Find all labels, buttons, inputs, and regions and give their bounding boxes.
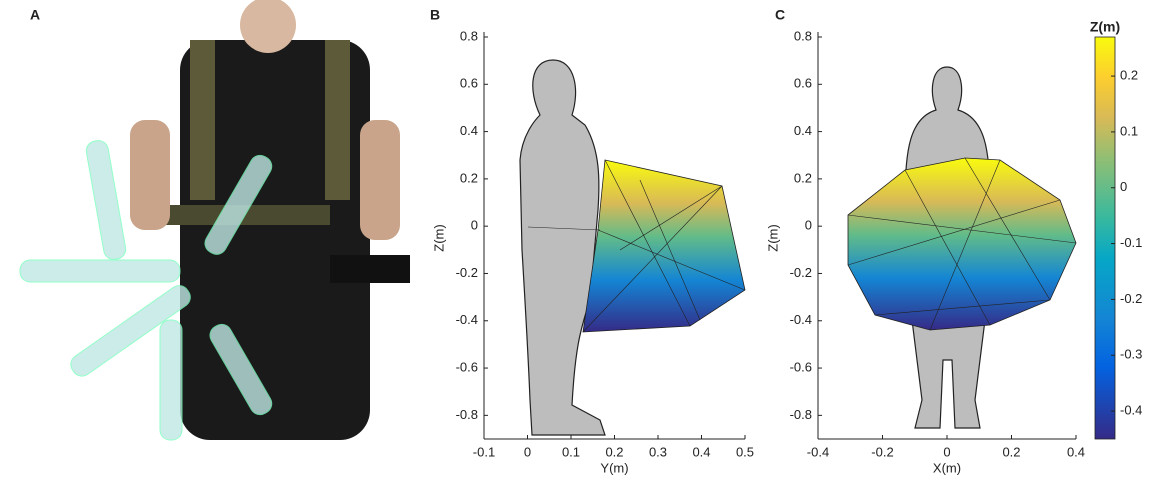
y-tick-label: -0.4 <box>790 312 812 327</box>
colorbar-tick-label: 0.2 <box>1120 68 1138 83</box>
workspace-mesh <box>847 157 1077 331</box>
x-tick-label: 0.4 <box>692 444 710 459</box>
x-axis-label: Y(m) <box>600 460 628 475</box>
colorbar-title: Z(m) <box>1090 19 1120 35</box>
colorbar-tick-label: -0.3 <box>1120 347 1142 362</box>
y-tick-label: 0.6 <box>460 76 478 91</box>
x-tick-label: -0.4 <box>807 444 829 459</box>
y-tick-label: -0.4 <box>456 312 478 327</box>
x-tick-label: 0.4 <box>1067 444 1085 459</box>
workspace-mesh <box>527 159 746 333</box>
colorbar-tick-label: 0 <box>1120 179 1127 194</box>
y-tick-label: -0.8 <box>456 407 478 422</box>
y-tick-label: -0.8 <box>790 407 812 422</box>
panel-label: B <box>430 7 440 23</box>
x-tick-label: 0.5 <box>736 444 754 459</box>
colorbar-tick-label: -0.1 <box>1120 235 1142 250</box>
x-tick-label: -0.2 <box>871 444 893 459</box>
y-tick-label: 0.4 <box>460 123 478 138</box>
colorbar-tick-label: -0.4 <box>1120 403 1142 418</box>
y-tick-label: -0.2 <box>456 265 478 280</box>
y-axis-label: Z(m) <box>431 224 446 251</box>
colorbar-tick-label: 0.1 <box>1120 123 1138 138</box>
x-tick-label: 0 <box>524 444 531 459</box>
y-tick-label: 0.2 <box>794 170 812 185</box>
y-tick-label: -0.6 <box>790 359 812 374</box>
x-tick-label: -0.1 <box>473 444 495 459</box>
x-tick-label: 0.2 <box>605 444 623 459</box>
y-tick-label: 0.8 <box>460 28 478 43</box>
y-tick-label: 0.4 <box>794 123 812 138</box>
photo <box>19 0 410 441</box>
colorbar-tick-label: -0.2 <box>1120 291 1142 306</box>
panel-label: A <box>30 7 40 23</box>
x-tick-label: 0 <box>943 444 950 459</box>
x-tick-label: 0.2 <box>1002 444 1020 459</box>
x-tick-label: 0.3 <box>649 444 667 459</box>
y-tick-label: 0 <box>805 218 812 233</box>
panel-label: C <box>775 7 785 23</box>
y-tick-label: 0.8 <box>794 28 812 43</box>
y-axis-label: Z(m) <box>765 224 780 251</box>
y-tick-label: -0.2 <box>790 265 812 280</box>
y-tick-label: -0.6 <box>456 359 478 374</box>
body-silhouette <box>519 59 606 436</box>
y-tick-label: 0 <box>471 218 478 233</box>
y-tick-label: 0.2 <box>460 170 478 185</box>
x-tick-label: 0.1 <box>562 444 580 459</box>
x-axis-label: X(m) <box>933 460 961 475</box>
colorbar <box>1094 36 1116 440</box>
y-tick-label: 0.6 <box>794 76 812 91</box>
